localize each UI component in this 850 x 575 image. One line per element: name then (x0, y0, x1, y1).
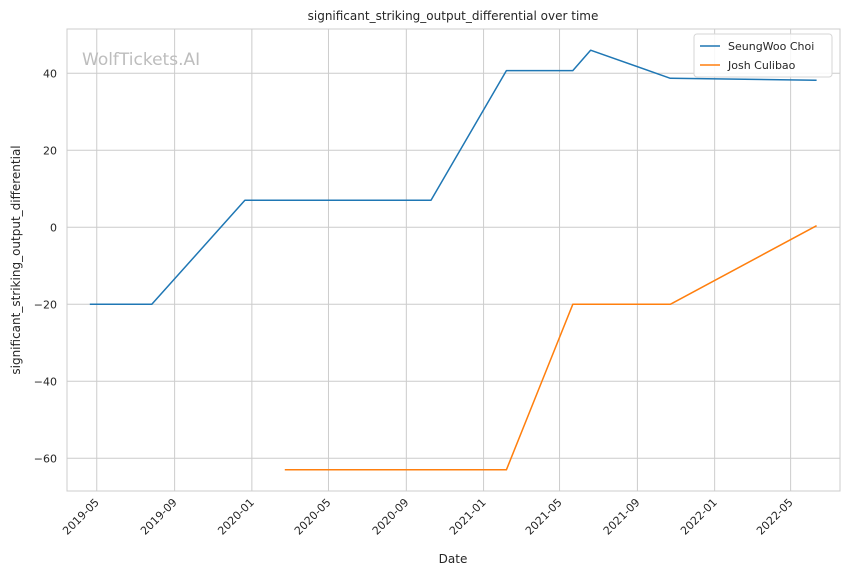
legend: SeungWoo Choi Josh Culibao (693, 33, 833, 78)
y-tick-label: −60 (34, 452, 57, 465)
y-axis: −60 −40 −20 0 20 40 (34, 67, 57, 465)
x-axis-title: Date (439, 552, 468, 566)
grid (67, 29, 840, 491)
series-line-0 (89, 49, 817, 306)
legend-label: SeungWoo Choi (728, 40, 814, 53)
watermark: WolfTickets.AI (82, 50, 200, 70)
y-tick-label: 40 (43, 67, 57, 80)
y-tick-label: 20 (43, 144, 57, 157)
chart-title: significant_striking_output_differential… (308, 9, 599, 23)
legend-label: Josh Culibao (727, 59, 796, 72)
y-axis-title: significant_striking_output_differential (9, 145, 23, 374)
y-tick-label: −40 (34, 375, 57, 388)
series-line-1 (284, 225, 817, 471)
legend-box (693, 33, 833, 78)
series-layer (89, 49, 817, 471)
plot-area (66, 28, 841, 492)
y-tick-label: −20 (34, 298, 57, 311)
y-tick-label: 0 (50, 221, 57, 234)
